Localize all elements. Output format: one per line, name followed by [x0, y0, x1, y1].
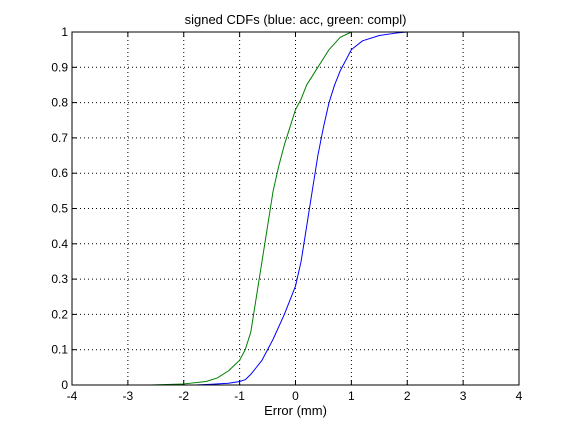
tick-marks: [71, 31, 520, 386]
y-tick-label: 0.6: [51, 166, 68, 180]
x-tick-label: 0: [292, 389, 299, 403]
y-tick-label: 0.9: [51, 60, 68, 74]
x-tick-label: -2: [178, 389, 189, 403]
y-tick-label: 0.1: [51, 343, 68, 357]
y-tick-label: 0.8: [51, 96, 68, 110]
y-tick-label: 0.7: [51, 131, 68, 145]
y-tick-label: 0.3: [51, 272, 68, 286]
chart-title: signed CDFs (blue: acc, green: compl): [185, 12, 407, 27]
x-tick-label: 4: [516, 389, 523, 403]
x-tick-labels: -4 -3 -2 -1 0 1 2 3 4: [67, 389, 523, 403]
x-tick-label: -3: [123, 389, 134, 403]
x-tick-label: -1: [234, 389, 245, 403]
y-tick-label: 0: [61, 378, 68, 392]
series-line-2: [150, 31, 408, 386]
x-tick-label: 3: [460, 389, 467, 403]
series-line-1: [194, 31, 464, 386]
y-tick-label: 0.2: [51, 307, 68, 321]
series-layer: [150, 31, 464, 386]
y-tick-label: 0.4: [51, 237, 68, 251]
grid-lines: [72, 32, 519, 385]
y-tick-label: 0.5: [51, 202, 68, 216]
x-tick-label: 2: [404, 389, 411, 403]
y-tick-labels: 0 0.1 0.2 0.3 0.4 0.5 0.6 0.7 0.8 0.9 1: [51, 25, 68, 392]
x-tick-label: 1: [348, 389, 355, 403]
x-tick-label: -4: [67, 389, 78, 403]
y-tick-label: 1: [61, 25, 68, 39]
x-axis-label: Error (mm): [264, 403, 327, 418]
